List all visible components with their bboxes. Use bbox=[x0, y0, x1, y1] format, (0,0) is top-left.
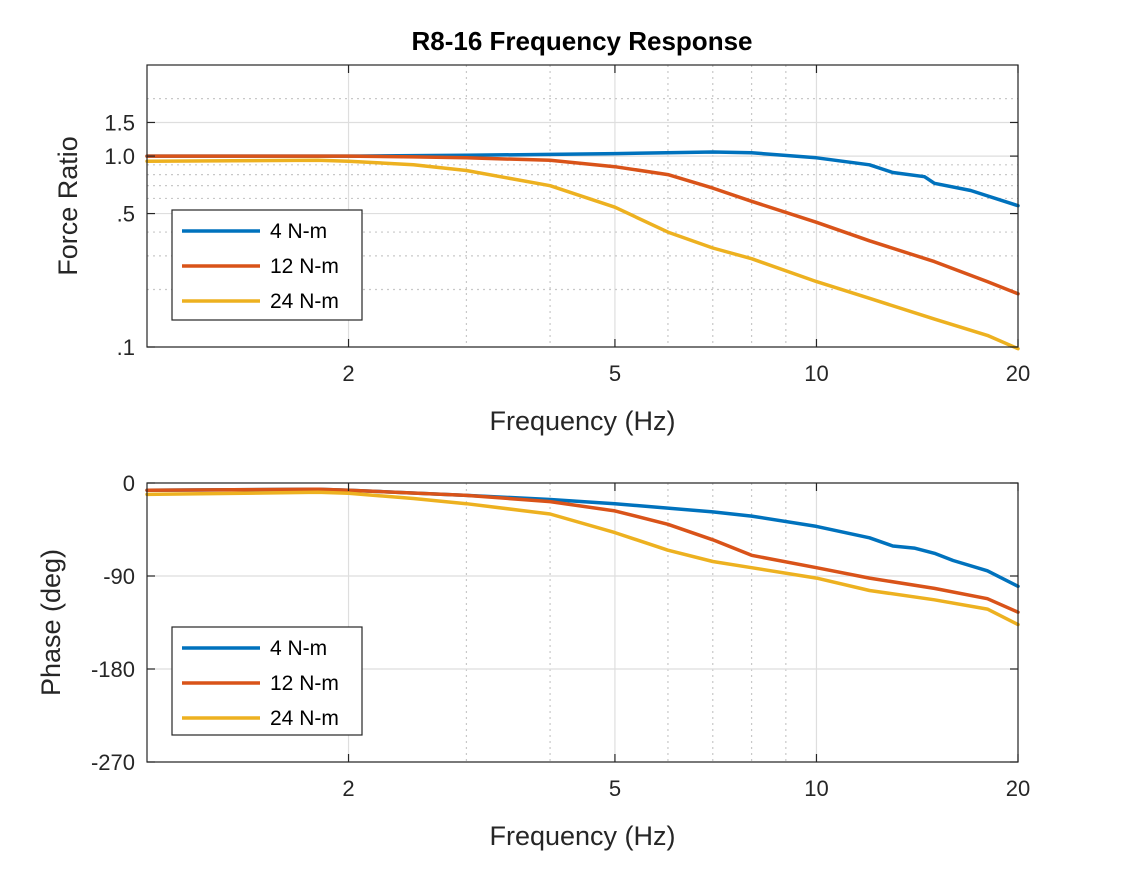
axes-box bbox=[146, 482, 1019, 763]
y-tick-label: -270 bbox=[91, 750, 135, 775]
y-tick-label: 0 bbox=[123, 471, 135, 496]
legend-label: 24 N-m bbox=[270, 707, 339, 730]
series-line-12-n-m bbox=[145, 154, 1020, 296]
phase-plot: 2 5 10 20 0 -90 -180 -270 Frequency (Hz) Phase (d… bbox=[36, 471, 1030, 851]
x-tick-label: 5 bbox=[609, 776, 621, 801]
axes-box bbox=[146, 64, 1019, 348]
legend-label: 4 N-m bbox=[270, 637, 327, 660]
y-axis-label: Phase (deg) bbox=[36, 549, 66, 696]
legend: 4 N-m 12 N-m 24 N-m bbox=[171, 626, 363, 736]
y-tick-label: 1.5 bbox=[104, 110, 135, 135]
y-tick-label: .1 bbox=[117, 335, 135, 360]
legend-label: 24 N-m bbox=[270, 290, 339, 313]
y-tick-label: -90 bbox=[103, 564, 135, 589]
legend-label: 12 N-m bbox=[270, 672, 339, 695]
series-line-24-n-m bbox=[145, 490, 1020, 627]
x-axis-label: Frequency (Hz) bbox=[489, 821, 675, 851]
legend-label: 12 N-m bbox=[270, 255, 339, 278]
y-tick-label: .5 bbox=[117, 202, 135, 227]
legend: 4 N-m 12 N-m 24 N-m bbox=[171, 209, 363, 321]
x-tick-label: 2 bbox=[342, 361, 354, 386]
legend-label: 4 N-m bbox=[270, 220, 327, 243]
x-tick-label: 20 bbox=[1006, 776, 1030, 801]
x-tick-label: 20 bbox=[1006, 361, 1030, 386]
y-tick-label: -180 bbox=[91, 657, 135, 682]
x-tick-label: 2 bbox=[342, 776, 354, 801]
x-tick-label: 10 bbox=[804, 361, 828, 386]
series-line-24-n-m bbox=[145, 158, 1020, 351]
series-line-12-n-m bbox=[145, 487, 1020, 614]
series-line-4-n-m bbox=[145, 150, 1020, 208]
x-axis-label: Frequency (Hz) bbox=[489, 406, 675, 436]
x-tick-label: 10 bbox=[804, 776, 828, 801]
y-tick-label: 1.0 bbox=[104, 144, 135, 169]
x-tick-label: 5 bbox=[609, 361, 621, 386]
y-axis-label: Force Ratio bbox=[53, 136, 83, 276]
chart-title: R8-16 Frequency Response bbox=[411, 26, 752, 56]
magnitude-plot: 2 5 10 20 .1 .5 1.0 1.5 Frequency (Hz) Force Rati… bbox=[53, 64, 1030, 436]
